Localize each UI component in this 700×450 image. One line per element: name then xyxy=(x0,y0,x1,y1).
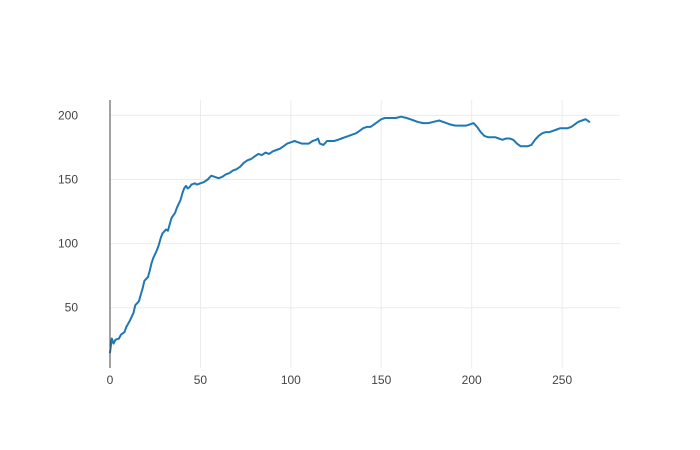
x-tick-label: 0 xyxy=(107,373,114,387)
x-tick-label: 150 xyxy=(371,373,391,387)
x-axis-ticks: 0 50 100 150 200 250 xyxy=(107,373,573,387)
y-tick-label: 100 xyxy=(58,237,78,251)
x-tick-label: 100 xyxy=(281,373,301,387)
y-tick-label: 200 xyxy=(58,108,78,122)
x-tick-label: 50 xyxy=(194,373,208,387)
x-tick-label: 200 xyxy=(462,373,482,387)
y-axis-ticks: 50 100 150 200 xyxy=(58,108,78,314)
y-tick-label: 150 xyxy=(58,173,78,187)
x-gridlines xyxy=(199,100,563,368)
y-tick-label: 50 xyxy=(65,301,79,315)
series-line xyxy=(109,115,591,354)
y-gridlines xyxy=(110,114,620,309)
x-tick-label: 250 xyxy=(552,373,572,387)
